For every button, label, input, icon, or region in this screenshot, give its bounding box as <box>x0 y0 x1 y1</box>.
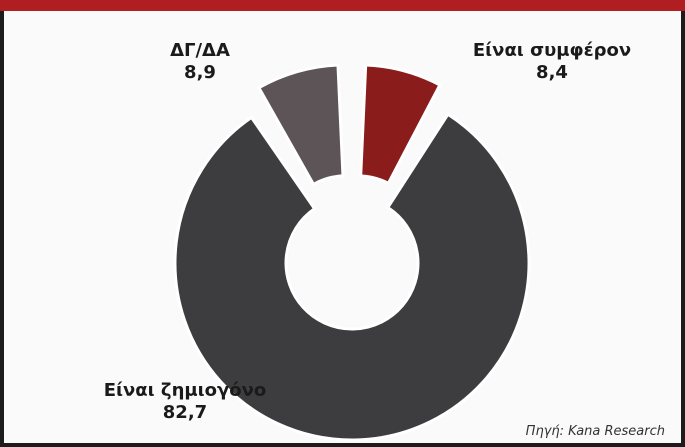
slice-label-dgda-value: 8,9 <box>184 62 216 83</box>
top-accent-bar <box>0 0 685 11</box>
slice-label-zimiogono-name: Είναι ζημιογόνο <box>103 380 267 401</box>
slice-label-dgda-name: ΔΓ/ΔΑ <box>170 40 230 61</box>
slice-label-dgda: ΔΓ/ΔΑ 8,9 <box>150 40 250 84</box>
source-note: Πηγή: Kana Research <box>525 424 665 439</box>
slice-label-zimiogono-value: 82,7 <box>162 402 208 423</box>
donut-slice-0 <box>359 63 442 186</box>
slice-label-symferon: Είναι συμφέρον 8,4 <box>462 40 642 84</box>
slice-label-zimiogono: Είναι ζημιογόνο 82,7 <box>80 380 290 424</box>
donut-slice-1 <box>173 112 531 442</box>
donut-slice-2 <box>256 63 345 187</box>
slice-label-symferon-name: Είναι συμφέρον <box>472 40 632 61</box>
slice-label-symferon-value: 8,4 <box>536 62 568 83</box>
